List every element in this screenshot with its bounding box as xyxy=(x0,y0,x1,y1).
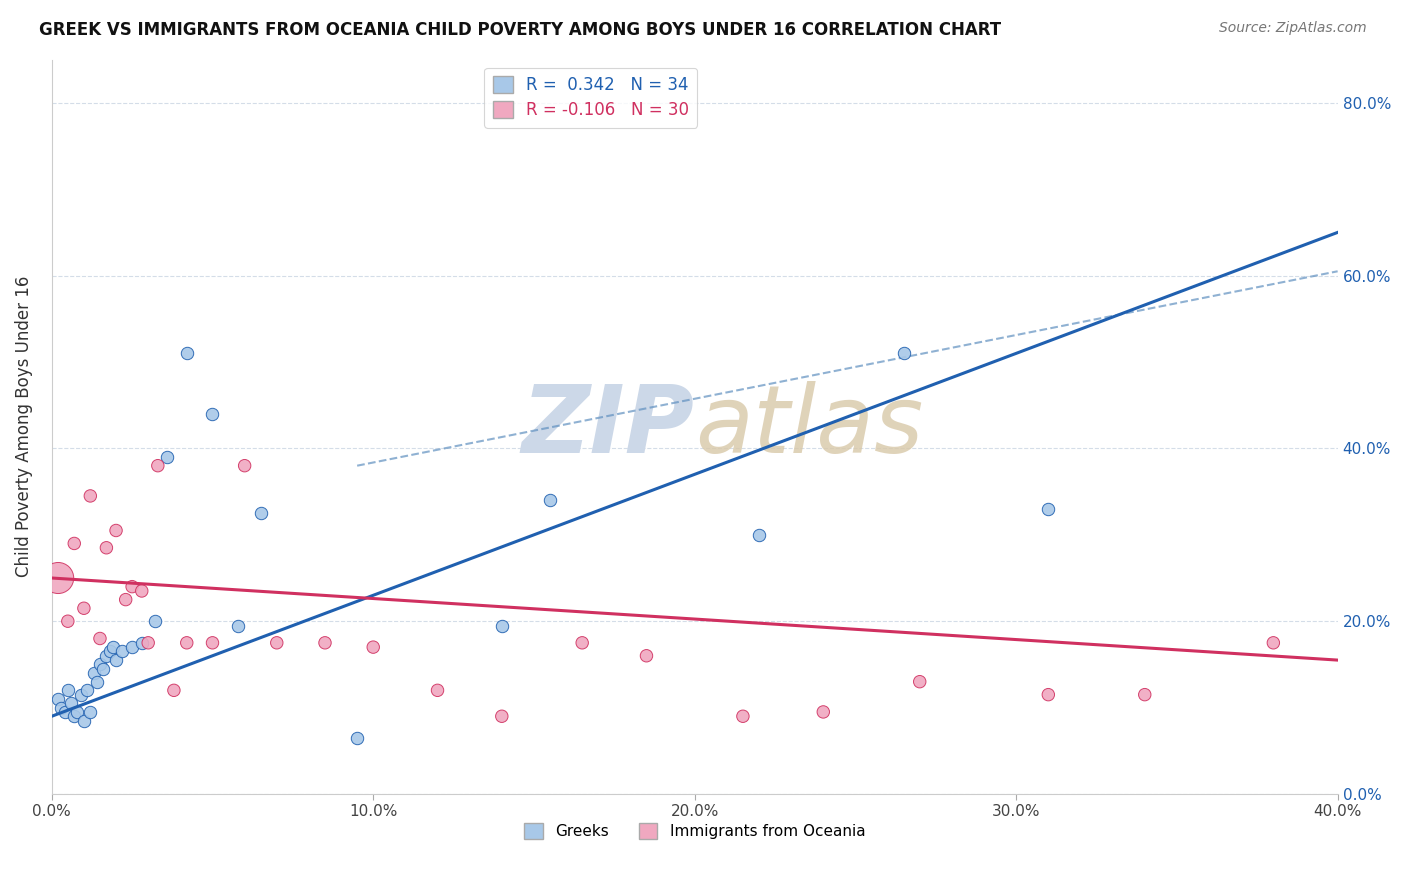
Point xyxy=(636,648,658,663)
Point xyxy=(538,493,561,508)
Point xyxy=(314,636,336,650)
Legend: Greeks, Immigrants from Oceania: Greeks, Immigrants from Oceania xyxy=(517,817,872,845)
Point xyxy=(105,524,128,538)
Point xyxy=(136,636,159,650)
Point xyxy=(121,580,143,594)
Point xyxy=(201,407,224,421)
Point xyxy=(571,636,593,650)
Point xyxy=(176,346,198,360)
Point xyxy=(146,458,169,473)
Text: Source: ZipAtlas.com: Source: ZipAtlas.com xyxy=(1219,21,1367,36)
Point xyxy=(56,614,79,628)
Point xyxy=(56,683,79,698)
Point xyxy=(89,632,111,646)
Point xyxy=(361,640,384,654)
Point xyxy=(491,618,513,632)
Point xyxy=(131,584,153,599)
Point xyxy=(163,683,186,698)
Point xyxy=(114,592,136,607)
Point xyxy=(98,644,121,658)
Point xyxy=(201,636,224,650)
Point xyxy=(86,674,108,689)
Point xyxy=(1038,688,1060,702)
Point xyxy=(233,458,256,473)
Point xyxy=(96,648,118,663)
Point xyxy=(63,709,86,723)
Point xyxy=(908,674,931,689)
Point xyxy=(83,666,105,681)
Point xyxy=(101,640,124,654)
Point xyxy=(46,571,69,585)
Point xyxy=(73,714,96,728)
Point xyxy=(60,696,83,710)
Point xyxy=(69,688,91,702)
Point xyxy=(46,692,69,706)
Point xyxy=(731,709,754,723)
Point xyxy=(66,705,89,719)
Point xyxy=(131,636,153,650)
Point xyxy=(346,731,368,745)
Point xyxy=(1038,502,1060,516)
Point xyxy=(1263,636,1285,650)
Text: GREEK VS IMMIGRANTS FROM OCEANIA CHILD POVERTY AMONG BOYS UNDER 16 CORRELATION C: GREEK VS IMMIGRANTS FROM OCEANIA CHILD P… xyxy=(39,21,1001,39)
Point xyxy=(813,705,835,719)
Point xyxy=(51,700,73,714)
Point xyxy=(79,705,101,719)
Point xyxy=(156,450,179,464)
Y-axis label: Child Poverty Among Boys Under 16: Child Poverty Among Boys Under 16 xyxy=(15,277,32,577)
Point xyxy=(91,662,114,676)
Point xyxy=(176,636,198,650)
Point xyxy=(491,709,513,723)
Point xyxy=(63,536,86,550)
Point xyxy=(79,489,101,503)
Point xyxy=(748,528,770,542)
Point xyxy=(121,640,143,654)
Point xyxy=(893,346,915,360)
Point xyxy=(226,618,249,632)
Point xyxy=(73,601,96,615)
Point xyxy=(76,683,98,698)
Point xyxy=(426,683,449,698)
Point xyxy=(96,541,118,555)
Point xyxy=(89,657,111,672)
Text: ZIP: ZIP xyxy=(522,381,695,473)
Point xyxy=(53,705,76,719)
Point xyxy=(111,644,134,658)
Text: atlas: atlas xyxy=(695,381,922,472)
Point xyxy=(105,653,128,667)
Point xyxy=(1133,688,1156,702)
Point xyxy=(143,614,166,628)
Point xyxy=(249,506,271,520)
Point xyxy=(266,636,288,650)
